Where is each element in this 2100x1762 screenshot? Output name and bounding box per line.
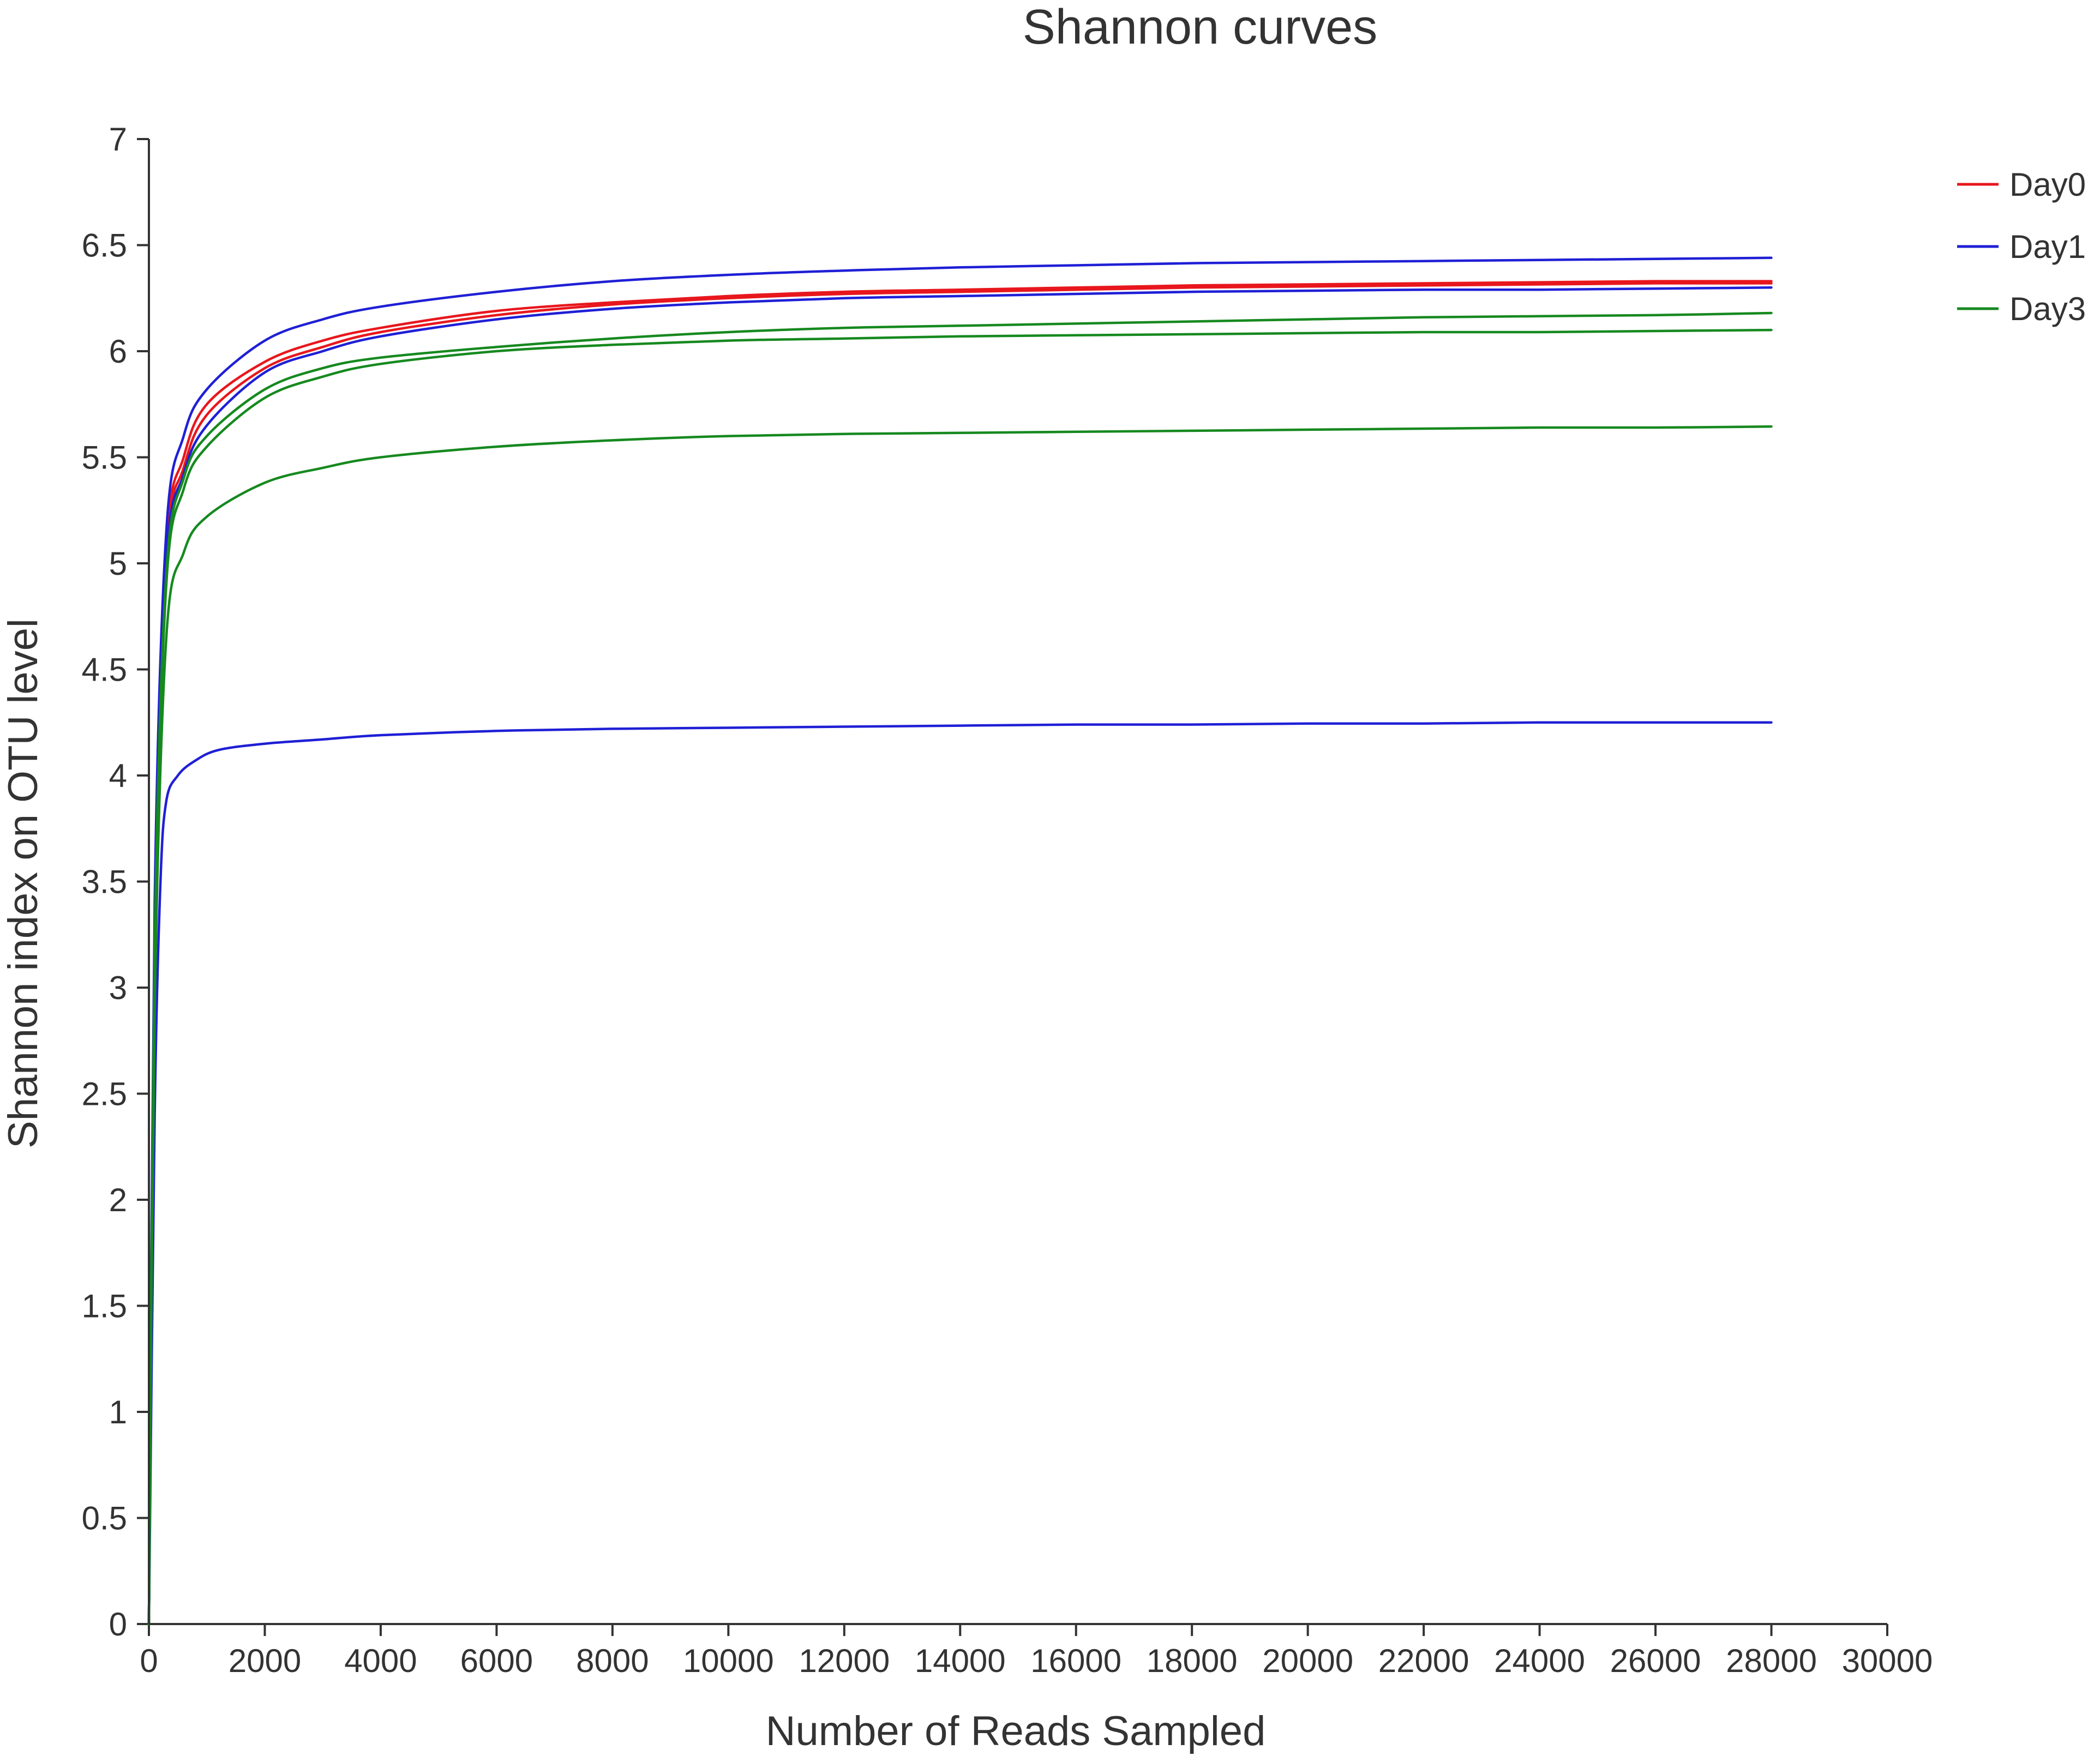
chart-title: Shannon curves <box>1023 0 1377 55</box>
y-tick-label: 3.5 <box>82 864 127 900</box>
y-tick-label: 0.5 <box>82 1500 127 1537</box>
x-tick-label: 8000 <box>576 1643 649 1679</box>
x-tick-label: 16000 <box>1030 1643 1121 1679</box>
x-tick-label: 6000 <box>460 1643 533 1679</box>
y-tick-label: 2.5 <box>82 1076 127 1112</box>
x-tick-label: 22000 <box>1378 1643 1469 1679</box>
x-tick-label: 20000 <box>1262 1643 1353 1679</box>
x-axis-title: Number of Reads Sampled <box>766 1708 1266 1754</box>
series-lines <box>147 256 1773 1626</box>
y-tick-label: 6.5 <box>82 227 127 264</box>
legend-label-day3: Day3 <box>2009 291 2086 327</box>
series-line-day0 <box>147 282 1773 1626</box>
series-line-day3 <box>147 425 1773 1626</box>
x-tick-label: 0 <box>140 1643 158 1679</box>
y-tick-label: 5.5 <box>82 440 127 476</box>
y-tick-label: 6 <box>109 333 127 370</box>
x-tick-label: 10000 <box>683 1643 774 1679</box>
y-tick-label: 4 <box>109 757 127 794</box>
legend: Day0 Day1 Day3 <box>1957 166 2086 327</box>
x-axis-ticks: 0 2000 4000 6000 8000 10000 12000 14000 16000 180… <box>140 1624 1933 1679</box>
series-line-day0 <box>147 280 1773 1626</box>
x-tick-label: 30000 <box>1842 1643 1933 1679</box>
y-tick-label: 7 <box>109 121 127 158</box>
series-line-day1 <box>147 256 1773 1626</box>
x-tick-label: 4000 <box>344 1643 417 1679</box>
series-line-day3 <box>147 311 1773 1626</box>
y-axis-ticks: 0 0.5 1 1.5 2 2.5 3 3.5 4 4.5 5 5.5 6 6.5 7 <box>82 121 149 1643</box>
y-axis-title: Shannon index on OTU level <box>0 618 46 1148</box>
y-tick-label: 2 <box>109 1182 127 1218</box>
legend-label-day1: Day1 <box>2009 228 2086 265</box>
series-line-day3 <box>147 328 1773 1626</box>
x-tick-label: 12000 <box>799 1643 890 1679</box>
y-tick-label: 5 <box>109 545 127 582</box>
y-tick-label: 4.5 <box>82 652 127 688</box>
y-tick-label: 0 <box>109 1606 127 1643</box>
x-tick-label: 24000 <box>1494 1643 1585 1679</box>
y-tick-label: 3 <box>109 970 127 1006</box>
series-line-day1 <box>147 721 1773 1626</box>
y-tick-label: 1.5 <box>82 1288 127 1325</box>
x-tick-label: 18000 <box>1147 1643 1238 1679</box>
x-tick-label: 14000 <box>915 1643 1006 1679</box>
x-tick-label: 2000 <box>229 1643 301 1679</box>
x-tick-label: 28000 <box>1726 1643 1817 1679</box>
series-line-day1 <box>147 286 1773 1626</box>
legend-label-day0: Day0 <box>2009 166 2086 203</box>
y-tick-label: 1 <box>109 1394 127 1430</box>
x-tick-label: 26000 <box>1610 1643 1701 1679</box>
